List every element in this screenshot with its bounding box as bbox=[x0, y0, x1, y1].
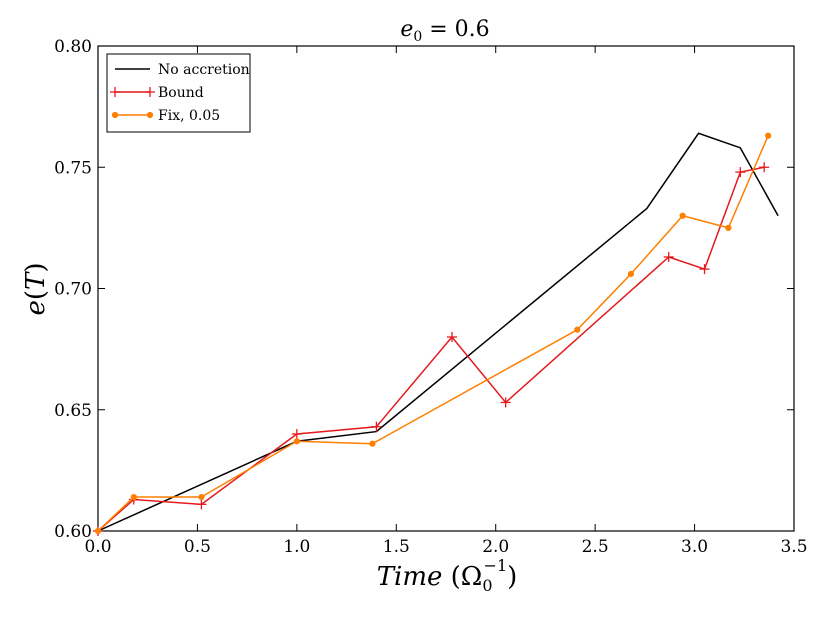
data-point-fix-0-05 bbox=[293, 438, 300, 445]
series-fix-0-05 bbox=[94, 132, 772, 535]
x-tick-label: 0.0 bbox=[84, 537, 111, 557]
data-point-fix-0-05 bbox=[94, 527, 102, 535]
y-tick-label: 0.70 bbox=[54, 280, 92, 300]
series-bound bbox=[93, 162, 770, 536]
x-tick-label: 3.0 bbox=[681, 537, 708, 557]
y-axis-label-T: T bbox=[21, 271, 51, 290]
legend-label-no-accretion: No accretion bbox=[158, 62, 250, 78]
legend-marker-fix-0-05 bbox=[146, 111, 154, 119]
y-axis-label-open: ( bbox=[21, 290, 51, 300]
y-tick-label: 0.75 bbox=[54, 158, 92, 178]
y-axis-label: e(T) bbox=[21, 262, 51, 315]
x-tick-label: 2.0 bbox=[482, 537, 509, 557]
x-tick-label: 2.5 bbox=[582, 537, 609, 557]
chart-title: e0 = 0.6 bbox=[400, 17, 489, 45]
y-axis-label-e: e bbox=[21, 300, 51, 315]
series-layer bbox=[93, 132, 779, 536]
data-point-fix-0-05 bbox=[574, 326, 581, 333]
legend-label-fix-0-05: Fix, 0.05 bbox=[158, 108, 220, 124]
y-tick-label: 0.65 bbox=[54, 401, 92, 421]
series-line-fix-0-05 bbox=[97, 135, 769, 532]
data-point-fix-0-05 bbox=[765, 132, 772, 139]
series-no-accretion bbox=[97, 132, 779, 532]
x-axis-label-italic: Time bbox=[377, 562, 443, 592]
x-tick-label: 3.5 bbox=[780, 537, 807, 557]
legend-label-bound: Bound bbox=[158, 85, 204, 101]
title-base: e bbox=[400, 17, 413, 42]
x-tick-label: 1.5 bbox=[383, 537, 410, 557]
x-axis-label-sub: 0 bbox=[482, 576, 492, 595]
x-tick-label: 0.5 bbox=[184, 537, 211, 557]
title-rest: = 0.6 bbox=[422, 17, 489, 42]
legend-box bbox=[106, 53, 251, 133]
title-subscript: 0 bbox=[413, 29, 422, 45]
x-axis-label-open: (Ω bbox=[442, 562, 482, 592]
data-point-fix-0-05 bbox=[130, 493, 137, 501]
y-tick-label: 0.60 bbox=[54, 522, 92, 542]
x-axis-label-close: ) bbox=[507, 562, 517, 592]
data-point-fix-0-05 bbox=[627, 270, 635, 278]
data-point-fix-0-05 bbox=[198, 493, 205, 501]
x-axis-ticks: 0.0 0.5 1.0 1.5 2.0 2.5 3.0 3.5 bbox=[84, 46, 808, 557]
data-point-fix-0-05 bbox=[679, 212, 686, 219]
legend-marker-fix-0-05 bbox=[111, 111, 119, 119]
y-tick-label: 0.80 bbox=[54, 37, 92, 57]
x-axis-label-sup: −1 bbox=[484, 556, 508, 575]
series-line-bound bbox=[97, 166, 765, 532]
legend: No accretion Bound Fix, 0.05 bbox=[106, 53, 251, 133]
series-line-no-accretion bbox=[97, 132, 779, 532]
y-axis-label-close: ) bbox=[21, 262, 51, 272]
x-tick-label: 1.0 bbox=[283, 537, 310, 557]
data-point-fix-0-05 bbox=[725, 224, 732, 231]
data-point-fix-0-05 bbox=[369, 440, 376, 447]
x-axis-label: Time (Ω0−1) bbox=[377, 556, 518, 595]
y-axis-ticks: 0.60 0.65 0.70 0.75 0.80 bbox=[54, 37, 794, 542]
